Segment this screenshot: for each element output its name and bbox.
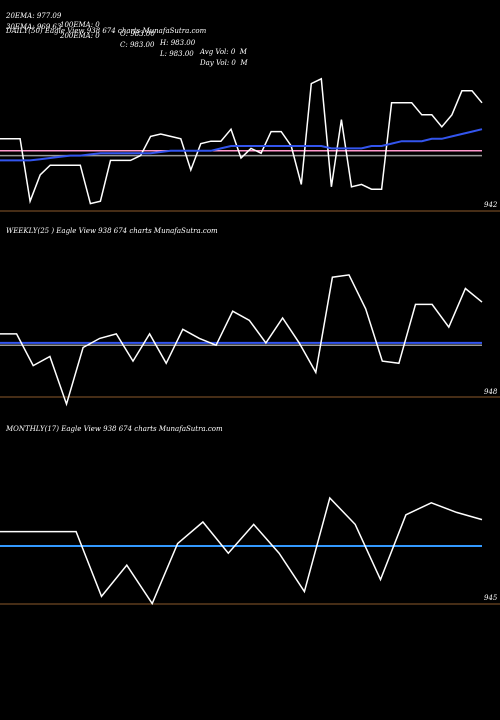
daily-title: DAILY(50) Eagle View 938 674 charts Muna… — [5, 27, 207, 35]
ema20-label: 20EMA: 977.09 — [6, 12, 62, 20]
ema200-label: 200EMA: 0 — [60, 32, 100, 40]
header-row-1: 20EMA: 977.09 100EMA: 0 O: 983.00 H: 983… — [6, 3, 247, 57]
low-label: L: 983.00 — [160, 50, 194, 58]
daily-ema-blue-line — [0, 128, 483, 162]
open-label: O: 983.00 — [120, 30, 155, 38]
weekly-price-label: 948 — [484, 388, 498, 396]
daily-price-label: 942 — [484, 201, 498, 209]
monthly-panel: MONTHLY(17) Eagle View 938 674 charts Mu… — [0, 425, 500, 606]
monthly-price-label: 945 — [484, 594, 498, 602]
ema100-label: 100EMA: 0 — [60, 21, 100, 29]
high-label: H: 983.00 — [160, 39, 196, 47]
monthly-title: MONTHLY(17) Eagle View 938 674 charts Mu… — [5, 425, 223, 433]
daily-price-line — [0, 77, 483, 205]
day-vol-label: Day Vol: 0 M — [200, 59, 248, 67]
weekly-price-line — [0, 274, 483, 407]
daily-panel: DAILY(50) Eagle View 938 674 charts Muna… — [0, 27, 500, 212]
header-row-2: 30EMA: 969.63 200EMA: 0 C: 983.00 L: 983… — [6, 14, 248, 68]
weekly-title: WEEKLY(25 ) Eagle View 938 674 charts Mu… — [6, 227, 218, 235]
weekly-panel: WEEKLY(25 ) Eagle View 938 674 charts Mu… — [0, 227, 500, 407]
ema30-label: 30EMA: 969.63 — [6, 23, 62, 31]
close-label: C: 983.00 — [120, 41, 155, 49]
monthly-price-line — [0, 496, 483, 606]
avg-vol-label: Avg Vol: 0 M — [200, 48, 247, 56]
